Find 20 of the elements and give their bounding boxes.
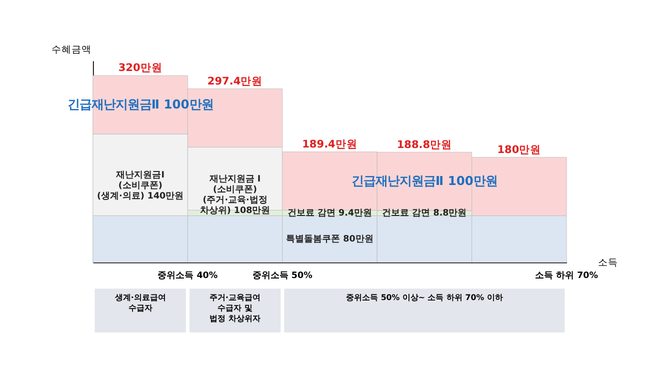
x-axis-title: 소득 xyxy=(598,257,618,268)
data-label: 재난지원금Ⅰ (소비쿠폰) (생계·의료) 140만원 xyxy=(96,170,184,202)
text: 중위소득 50% xyxy=(252,271,313,282)
data-label: 건보료 감면 9.4만원 xyxy=(287,208,372,219)
total-label: 320만원 xyxy=(118,62,162,74)
data-label: 긴급재난지원금Ⅱ 100만원 xyxy=(67,97,214,112)
data-label: 재난지원금 Ⅰ (소비쿠폰) (주거·교육·법정 차상위) 108만원 xyxy=(200,174,270,216)
total-label: 188.8만원 xyxy=(396,138,452,151)
text: 생계·의료급여 수급자 xyxy=(114,293,166,313)
text: 주거·교육급여 수급자 및 법정 차상위자 xyxy=(210,293,261,324)
total-label: 189.4만원 xyxy=(302,138,358,150)
total-label: 297.4만원 xyxy=(207,75,263,88)
text: 소득 하위 70% xyxy=(534,271,598,282)
text: 중위소득 40% xyxy=(158,271,218,282)
data-label: 특별돌봄쿠폰 80만원 xyxy=(286,234,374,245)
data-label: 긴급재난지원금Ⅱ 100만원 xyxy=(351,174,498,188)
text: 중위소득 50% 이상~ 소득 하위 70% 이하 xyxy=(346,293,503,302)
data-label: 건보료 감면 8.8만원 xyxy=(382,208,467,219)
total-label: 180만원 xyxy=(497,144,542,156)
y-axis-title: 수혜금액 xyxy=(52,44,92,56)
